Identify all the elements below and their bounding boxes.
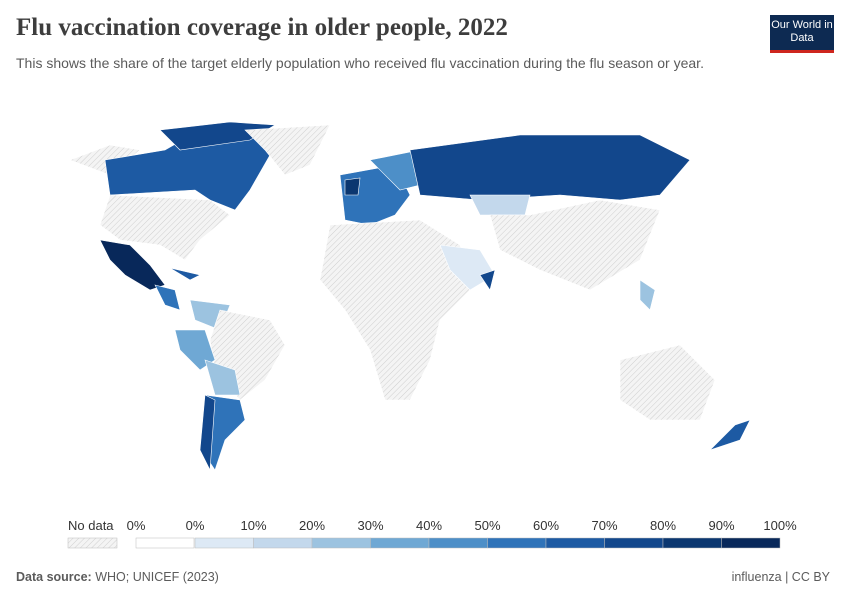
legend: No data 0% 0% 10% 20% 30% 40% 50% 60% 70% 80% 90%…	[67, 518, 797, 549]
legend-swatch	[194, 537, 254, 549]
logo[interactable]: Our World in Data	[770, 15, 834, 53]
legend-swatch	[370, 537, 430, 549]
legend-no-data-label: No data	[68, 518, 114, 533]
legend-label: 60%	[533, 518, 559, 533]
legend-label: 40%	[416, 518, 442, 533]
legend-label: 90%	[708, 518, 734, 533]
countries	[69, 121, 751, 472]
legend-swatch	[604, 537, 664, 549]
legend-swatch	[311, 537, 371, 549]
legend-label: 30%	[357, 518, 383, 533]
legend-zero-swatch	[135, 537, 195, 549]
legend-swatch	[721, 537, 781, 549]
legend-label: 70%	[591, 518, 617, 533]
title: Flu vaccination coverage in older people…	[16, 14, 508, 41]
source: WHO; UNICEF (2023)	[95, 570, 219, 584]
legend-label: 10%	[240, 518, 266, 533]
legend-swatch	[428, 537, 488, 549]
footer-source: Data source: WHO; UNICEF (2023)	[16, 570, 219, 584]
legend-swatch	[487, 537, 547, 549]
legend-swatch	[253, 537, 313, 549]
subtitle: This shows the share of the target elder…	[16, 55, 704, 71]
legend-no-data-swatch	[67, 537, 118, 549]
source-label: Data source:	[16, 570, 92, 584]
legend-label: 0%	[186, 518, 205, 533]
legend-label: 80%	[650, 518, 676, 533]
legend-swatch	[662, 537, 722, 549]
legend-swatch	[545, 537, 605, 549]
legend-label: 20%	[299, 518, 325, 533]
legend-zero-label: 0%	[127, 518, 146, 533]
legend-label: 50%	[474, 518, 500, 533]
legend-label: 100%	[763, 518, 797, 533]
footer-tag[interactable]: influenza | CC BY	[731, 570, 830, 584]
